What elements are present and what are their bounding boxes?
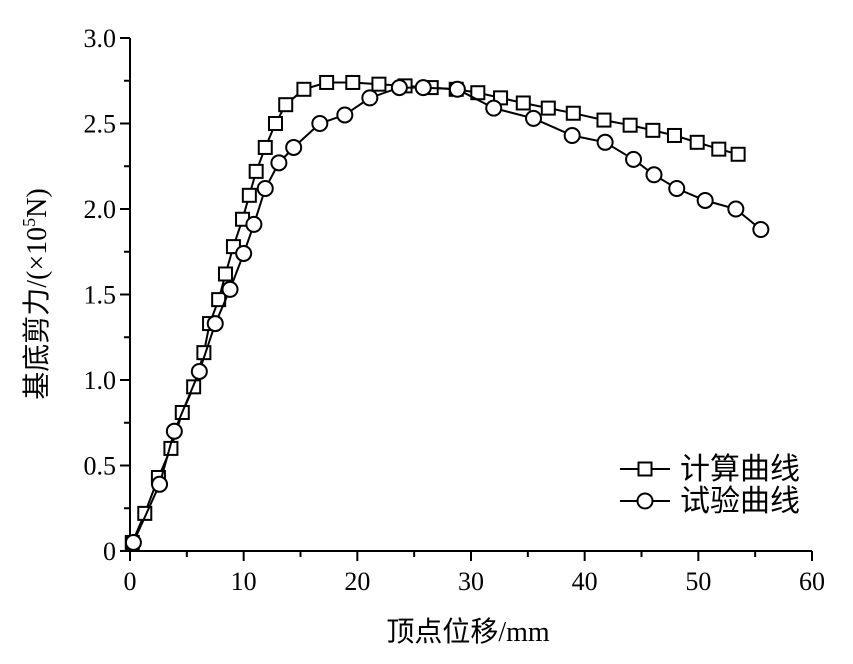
y-tick-label: 2.0 xyxy=(84,195,117,224)
circle-point xyxy=(151,475,169,493)
circle-point xyxy=(311,115,329,132)
circle-point xyxy=(256,179,274,197)
y-tick-label: 3.0 xyxy=(84,24,117,53)
circle-point xyxy=(235,244,253,262)
square-point xyxy=(319,74,335,90)
circle-point xyxy=(124,533,142,551)
circle-point xyxy=(414,79,432,97)
axes: 0 10 20 30 40 50 60 0 0.5 1.0 1.5 2.0 2.5 3.0 xyxy=(84,24,826,596)
circle-point xyxy=(390,79,408,97)
y-tick-label: 0.5 xyxy=(84,452,117,481)
circle-point xyxy=(270,154,288,172)
y-axis-title-main: 基底剪力/(×10 xyxy=(21,227,53,400)
square-point xyxy=(622,117,638,133)
y-tick-label: 0 xyxy=(103,537,116,566)
x-tick-label: 50 xyxy=(685,567,711,596)
square-point xyxy=(711,141,727,157)
circle-point xyxy=(221,280,239,298)
x-tick-label: 30 xyxy=(458,567,484,596)
circle-point xyxy=(525,109,543,127)
square-point xyxy=(596,112,612,128)
circle-point xyxy=(645,166,663,184)
y-tick-label: 2.5 xyxy=(84,110,117,139)
legend-label: 试验曲线 xyxy=(680,485,800,518)
y-axis-title: 基底剪力/(×105N) xyxy=(19,188,53,399)
square-point xyxy=(645,122,661,138)
series-layer xyxy=(124,74,770,551)
square-point xyxy=(296,81,312,97)
square-point xyxy=(515,95,531,111)
circle-point xyxy=(165,422,183,440)
x-tick-label: 60 xyxy=(799,567,825,596)
legend-label: 计算曲线 xyxy=(680,453,800,486)
circle-point xyxy=(485,99,503,117)
circle-point xyxy=(245,215,263,233)
y-axis-title-superscript: 5 xyxy=(19,218,39,227)
x-tick-label: 10 xyxy=(231,567,257,596)
square-point xyxy=(248,163,264,179)
legend-marker-circle xyxy=(636,492,654,510)
square-point xyxy=(345,74,361,90)
circle-point xyxy=(448,80,466,98)
circle-point xyxy=(206,315,224,333)
circle-point xyxy=(336,106,354,124)
circle-point xyxy=(668,179,686,197)
circle-point xyxy=(190,362,208,380)
square-point xyxy=(241,187,257,203)
square-point xyxy=(257,139,273,155)
square-point xyxy=(565,105,581,121)
circle-point xyxy=(727,200,745,218)
x-tick-label: 0 xyxy=(124,567,137,596)
legend-marker-square xyxy=(637,461,653,477)
x-tick-label: 20 xyxy=(344,567,370,596)
x-tick-label: 40 xyxy=(572,567,598,596)
square-point xyxy=(540,100,556,116)
y-axis-title-end: N) xyxy=(22,188,53,218)
y-tick-label: 1.0 xyxy=(84,366,117,395)
circle-point xyxy=(752,221,770,239)
square-point xyxy=(689,134,705,150)
square-point xyxy=(278,97,294,113)
square-point xyxy=(666,127,682,143)
square-point xyxy=(730,146,746,162)
circle-point xyxy=(361,89,379,107)
legend-item: 计算曲线 xyxy=(620,453,800,486)
series-line xyxy=(132,86,762,543)
series-square xyxy=(124,74,746,550)
x-axis-title: 顶点位移/mm xyxy=(386,616,550,648)
circle-point xyxy=(696,191,714,209)
legend-item: 试验曲线 xyxy=(620,485,800,518)
square-point xyxy=(371,76,387,92)
series-circle xyxy=(124,79,770,551)
y-tick-label: 1.5 xyxy=(84,281,117,310)
circle-point xyxy=(596,133,614,151)
square-point xyxy=(217,266,233,282)
circle-point xyxy=(625,150,643,168)
circle-point xyxy=(285,138,303,156)
square-point xyxy=(267,116,283,131)
circle-point xyxy=(563,126,581,144)
